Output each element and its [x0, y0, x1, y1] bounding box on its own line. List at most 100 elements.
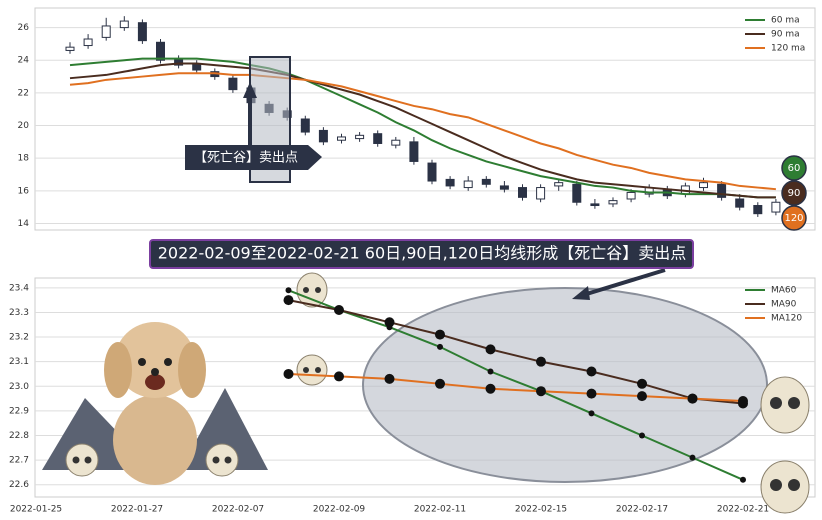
ma-point: [283, 295, 294, 306]
y-tick-label: 22: [18, 88, 29, 98]
candle-body: [409, 141, 419, 162]
y-tick-label: 26: [18, 23, 30, 33]
candle-body: [373, 133, 383, 144]
skulls: [65, 272, 810, 514]
ma-line: [288, 372, 744, 403]
candle-body: [391, 139, 401, 146]
candle-body: [427, 162, 437, 182]
arrow-head: [572, 286, 590, 300]
annotation: 【死亡谷】卖出点: [194, 151, 298, 166]
legend-label: 90 ma: [771, 30, 800, 40]
candle-body: [83, 38, 93, 47]
candle-body: [572, 183, 582, 203]
ma-point: [588, 410, 595, 417]
ma-point: [536, 386, 546, 397]
y-tick-label: 14: [18, 219, 30, 229]
y-tick-label: 23.0: [9, 382, 29, 392]
ma-point: [435, 329, 445, 340]
candle-body: [554, 182, 564, 187]
candle-body: [735, 198, 745, 208]
x-tick-label: 2022-02-17: [616, 505, 668, 515]
candle-body: [300, 118, 310, 133]
candle-body: [355, 134, 365, 140]
candle-body: [445, 178, 455, 187]
y-tick-label: 22.8: [9, 431, 29, 441]
ma-point: [689, 454, 696, 461]
arrow: [579, 268, 666, 298]
ma-point: [740, 476, 746, 483]
skull-eyes: [72, 287, 800, 491]
ma-point: [384, 317, 395, 328]
y-tick-label: 22.6: [9, 480, 29, 490]
decorations: [42, 268, 810, 514]
ma-line: [288, 289, 744, 481]
y-tick-label: 23.4: [9, 283, 29, 293]
y-tick-label: 18: [18, 154, 30, 164]
candle-body: [717, 183, 727, 198]
y-tick-label: 23.2: [9, 333, 29, 343]
candle-body: [753, 205, 763, 215]
ma-line: [69, 72, 776, 191]
y-tick-label: 23.1: [9, 357, 29, 367]
y-tick-label: 16: [18, 186, 30, 196]
dog: [104, 322, 206, 485]
x-tick-label: 2022-02-15: [515, 505, 567, 515]
ma-line: [69, 57, 776, 199]
y-tick-label: 24: [18, 56, 30, 66]
ma-line: [288, 299, 744, 405]
candle-body: [608, 200, 618, 205]
data-layer: 14 16 18 20 22 24 26 60 ma 90 ma 120 ma 60 90 120 22.…: [9, 16, 807, 515]
x-tick-label: 2022-02-11: [414, 505, 466, 515]
candle-body: [463, 180, 473, 189]
candle-body: [137, 22, 147, 42]
x-tick-label: 2022-02-21: [717, 505, 769, 515]
ma-point: [485, 383, 496, 394]
ma-point: [687, 393, 698, 404]
ma-point: [637, 391, 647, 402]
end-label-badge: [781, 155, 807, 181]
ma-point: [285, 287, 292, 294]
candle-body: [771, 201, 781, 213]
ma-point: [334, 371, 344, 382]
y-tick-label: 23.3: [9, 308, 29, 318]
ma-point: [738, 396, 748, 407]
ma-point: [283, 368, 294, 379]
annotation-box: [185, 145, 322, 170]
y-tick-label: 20: [18, 121, 30, 131]
x-tick-label: 2022-02-09: [313, 505, 366, 515]
x-tick-label: 2022-01-27: [111, 505, 163, 515]
legend-label: 120 ma: [771, 44, 805, 54]
candle-body: [119, 20, 129, 29]
candle-body: [481, 178, 491, 185]
candle-body: [699, 182, 708, 189]
ma-point: [485, 344, 496, 355]
end-label: 90: [788, 188, 801, 199]
x-tick-label: 2022-02-07: [212, 505, 264, 515]
legend-label: MA90: [771, 300, 797, 310]
ma-point: [637, 378, 647, 389]
ma-point: [536, 356, 546, 367]
chart-title: 2022-02-09至2022-02-21 60日,90日,120日均线形成【死…: [158, 244, 687, 263]
ma-point: [586, 366, 597, 377]
end-label: 60: [788, 163, 801, 174]
candle-body: [518, 187, 527, 198]
top-annotation: 【死亡谷】卖出点: [185, 56, 322, 183]
candle-body: [101, 25, 111, 38]
candle-body: [156, 41, 165, 61]
legend-label: 60 ma: [771, 16, 800, 26]
ma-line: [69, 62, 776, 199]
x-tick-label: 2022-01-25: [10, 505, 62, 515]
legend-label: MA60: [771, 286, 797, 296]
highlight-ellipse: [362, 287, 768, 483]
candle-body: [499, 185, 509, 190]
y-tick-label: 22.9: [9, 406, 29, 416]
mountain: [180, 388, 268, 470]
top-plot-area: [34, 7, 816, 231]
title-box: [149, 239, 694, 269]
end-label: 120: [784, 213, 803, 224]
candle-body: [65, 46, 75, 51]
ma-point: [437, 343, 443, 350]
candle-body: [318, 129, 328, 143]
candle-body: [228, 77, 238, 91]
